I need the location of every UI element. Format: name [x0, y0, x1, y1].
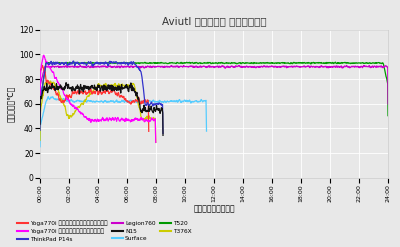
Title: Aviutl エンコード 平均温度推移: Aviutl エンコード 平均温度推移: [162, 16, 266, 26]
Y-axis label: 平均温度（℃）: 平均温度（℃）: [8, 85, 16, 122]
X-axis label: 経過時間（分：秒）: 経過時間（分：秒）: [193, 205, 235, 214]
Legend: Yoga770i エクストリームパフォーマンス, Yoga770i インテリジェントクーリング, ThinkPad P14s, Legion760, N15, : Yoga770i エクストリームパフォーマンス, Yoga770i インテリジェ…: [15, 219, 194, 244]
